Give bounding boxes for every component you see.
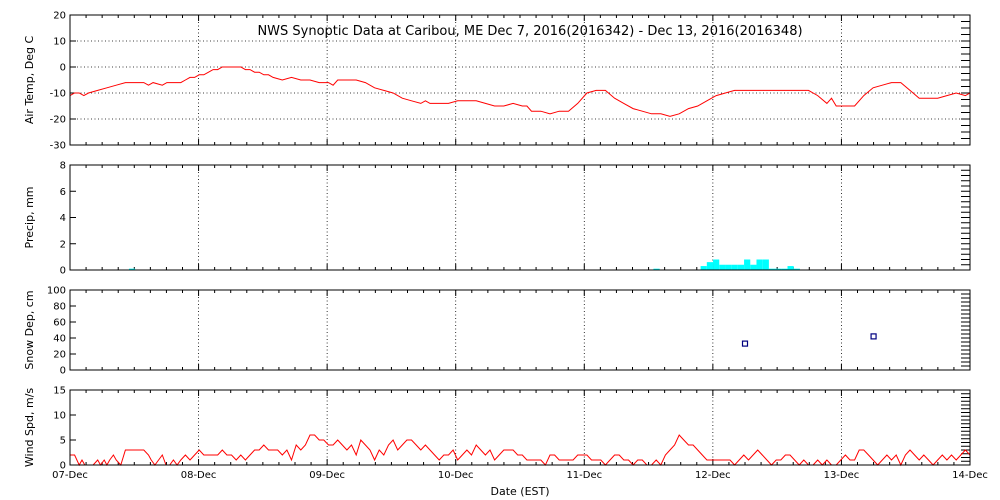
y-tick-label: 60	[53, 318, 66, 329]
y-tick-label: 8	[60, 161, 66, 172]
air-temp-panel: 20 10 0 -10 -20 -30 Air Temp, Deg C	[23, 11, 971, 152]
y-tick-label: 100	[47, 286, 66, 297]
y-tick-label: -10	[50, 89, 66, 100]
x-tick-label: 12-Dec	[695, 470, 731, 481]
precip-bar	[762, 259, 769, 270]
snow-depth-point	[870, 333, 877, 340]
x-axis-label: Date (EST)	[490, 485, 549, 498]
air-temp-series-line	[69, 66, 971, 117]
x-tick-label: 08-Dec	[181, 470, 217, 481]
y-tick-label: 20	[53, 350, 66, 361]
y-tick-label: 0	[60, 366, 66, 377]
y-tick-label: 10	[53, 411, 66, 422]
y-tick-label: 5	[60, 436, 66, 447]
air-temp-plot-frame	[69, 14, 971, 146]
precip-bar	[731, 264, 738, 270]
x-tick-label: 09-Dec	[309, 470, 345, 481]
y-tick-label: 2	[60, 239, 66, 250]
x-tick-label: 14-Dec	[952, 470, 988, 481]
y-tick-label: 40	[53, 334, 66, 345]
y-tick-label: 80	[53, 302, 66, 313]
precip-bar	[750, 264, 757, 270]
air-temp-y-axis-label: Air Temp, Deg C	[23, 36, 36, 125]
y-tick-label: 6	[60, 187, 66, 198]
precip-y-axis-label: Precip, mm	[23, 187, 36, 249]
y-tick-label: 0	[60, 63, 66, 74]
precip-bar	[653, 268, 660, 270]
y-tick-label: 20	[53, 11, 66, 22]
wind-speed-y-axis-label: Wind Spd, m/s	[23, 388, 36, 468]
precip-bar	[706, 262, 714, 270]
x-tick-label: 11-Dec	[566, 470, 602, 481]
wind-speed-plot-frame	[69, 389, 971, 466]
snow-depth-plot-frame	[69, 289, 971, 371]
precip-plot-frame	[69, 164, 971, 271]
y-tick-label: -30	[50, 141, 66, 152]
snow-depth-y-axis-label: Snow Dep, cm	[23, 290, 36, 369]
y-tick-label: 15	[53, 386, 66, 397]
snow-depth-panel: 100 80 60 40 20 0 Snow Dep, cm	[23, 286, 971, 377]
precip-bar	[737, 264, 745, 270]
snow-depth-point	[741, 340, 749, 347]
precip-bar	[744, 259, 751, 270]
wind-speed-panel: 15 10 5 0 Wind Spd, m/s	[23, 386, 971, 472]
precip-bar	[793, 268, 800, 270]
precip-bar	[775, 268, 782, 270]
y-tick-label: 10	[53, 37, 66, 48]
y-tick-label: 0	[60, 266, 66, 277]
precip-bar	[756, 259, 763, 270]
precip-bar	[700, 266, 707, 270]
precip-bar	[768, 268, 776, 270]
precip-bar	[787, 266, 794, 270]
y-tick-label: 0	[60, 461, 66, 472]
x-tick-label: 07-Dec	[52, 470, 88, 481]
precip-panel: 8 6 4 2 0 Precip, mm	[23, 161, 971, 277]
x-tick-label: 13-Dec	[824, 470, 860, 481]
precip-bar	[719, 264, 726, 270]
precip-bar	[713, 259, 720, 270]
y-tick-label: 4	[60, 213, 66, 224]
precip-bar	[781, 268, 788, 270]
precip-bar	[128, 268, 136, 270]
chart-title: NWS Synoptic Data at Caribou, ME Dec 7, …	[257, 24, 802, 39]
x-tick-label: 10-Dec	[438, 470, 474, 481]
wind-speed-series-line	[70, 434, 971, 467]
y-tick-label: -20	[50, 115, 66, 126]
precip-bar	[725, 264, 732, 270]
